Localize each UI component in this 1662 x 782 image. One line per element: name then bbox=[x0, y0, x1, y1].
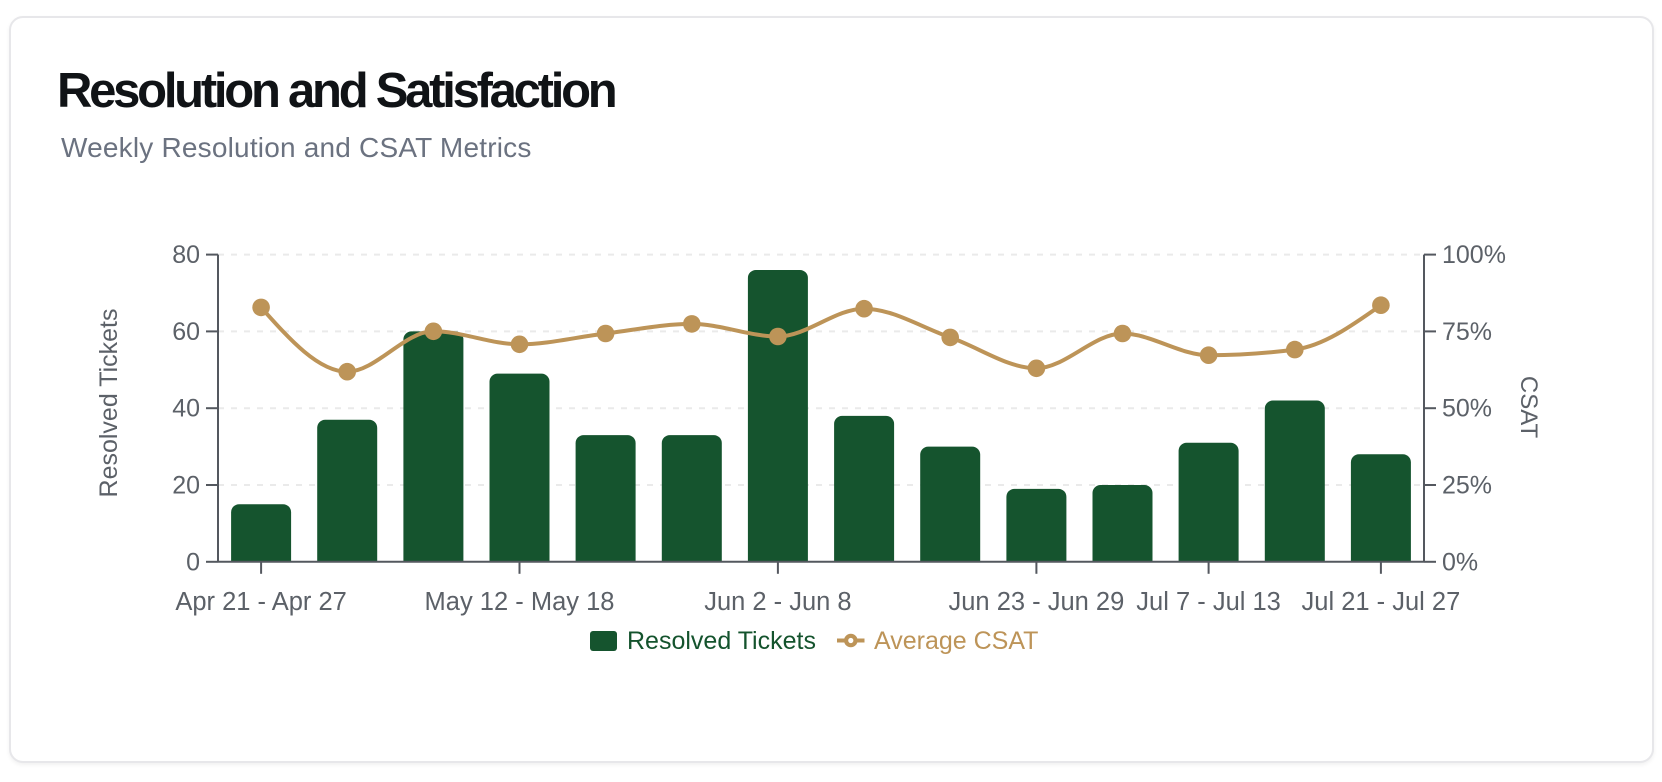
svg-text:40: 40 bbox=[172, 395, 200, 423]
svg-text:Jul 21 - Jul 27: Jul 21 - Jul 27 bbox=[1302, 588, 1461, 616]
svg-text:Jul 7 - Jul 13: Jul 7 - Jul 13 bbox=[1136, 588, 1281, 616]
svg-text:CSAT: CSAT bbox=[1515, 376, 1542, 439]
svg-text:75%: 75% bbox=[1442, 318, 1492, 346]
svg-text:80: 80 bbox=[172, 241, 200, 269]
svg-text:20: 20 bbox=[172, 472, 200, 500]
svg-text:100%: 100% bbox=[1442, 241, 1506, 269]
svg-text:0%: 0% bbox=[1442, 548, 1478, 576]
svg-text:60: 60 bbox=[172, 318, 200, 346]
svg-text:25%: 25% bbox=[1442, 472, 1492, 500]
svg-text:Jun 23 - Jun 29: Jun 23 - Jun 29 bbox=[949, 588, 1125, 616]
svg-text:May 12 - May 18: May 12 - May 18 bbox=[425, 588, 615, 616]
svg-text:Resolved Tickets: Resolved Tickets bbox=[627, 627, 816, 655]
svg-text:Jun 2 - Jun 8: Jun 2 - Jun 8 bbox=[704, 588, 851, 616]
svg-text:Average CSAT: Average CSAT bbox=[874, 627, 1038, 655]
svg-text:Resolved Tickets: Resolved Tickets bbox=[95, 309, 123, 498]
svg-text:Apr 21 - Apr 27: Apr 21 - Apr 27 bbox=[175, 588, 347, 616]
svg-text:0: 0 bbox=[186, 548, 200, 576]
svg-text:50%: 50% bbox=[1442, 395, 1492, 423]
